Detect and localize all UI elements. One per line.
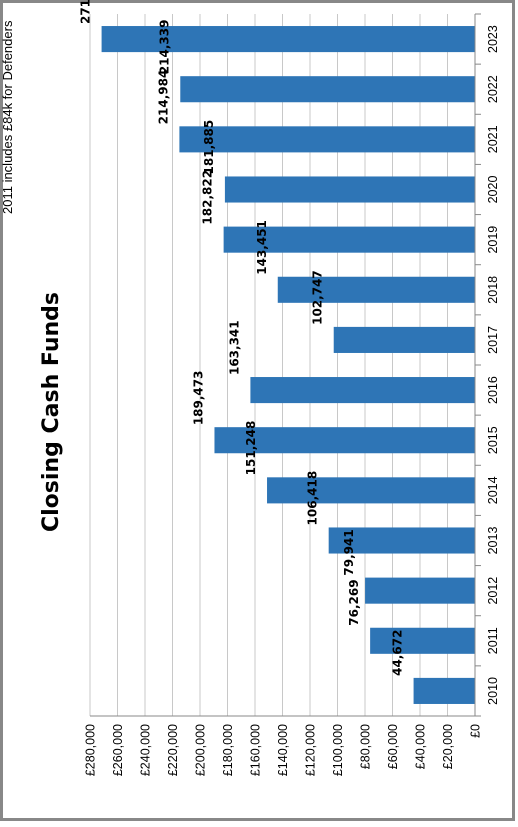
- category-label-2014: 2014: [486, 476, 500, 504]
- bar-2023: [101, 26, 475, 53]
- value-tick-label: £40,000: [414, 724, 428, 769]
- value-tick-label: £200,000: [194, 724, 208, 776]
- category-label-2012: 2012: [486, 577, 500, 605]
- category-label-2013: 2013: [486, 527, 500, 555]
- data-label-2011: 76,269: [347, 579, 361, 625]
- category-label-2023: 2023: [486, 25, 500, 53]
- bar-2021: [179, 126, 475, 153]
- category-label-2011: 2011: [486, 627, 500, 654]
- bar-2017: [333, 326, 475, 353]
- value-tick-label: £120,000: [304, 724, 318, 776]
- bar-2014: [267, 477, 475, 504]
- bar-2016: [250, 377, 475, 404]
- data-label-2020: 181,885: [202, 120, 216, 175]
- data-label-2017: 102,747: [311, 270, 325, 325]
- bar-2022: [180, 76, 475, 103]
- category-axis: 2010 2011 2012 2013 2014 2015 2016 2017 2018 2019…: [486, 25, 500, 705]
- bars: [101, 26, 476, 704]
- category-label-2018: 2018: [486, 276, 500, 304]
- value-labels: 44,672 76,269 79,941 106,418 151,248 189,473 1…: [79, 0, 405, 676]
- category-label-2019: 2019: [486, 226, 500, 254]
- category-label-2022: 2022: [486, 75, 500, 103]
- value-tick-label: £140,000: [276, 724, 290, 776]
- bar-2020: [224, 176, 475, 203]
- category-label-2020: 2020: [486, 176, 500, 204]
- value-tick-label: £280,000: [84, 724, 98, 776]
- value-tick-label: £180,000: [221, 724, 235, 776]
- value-axis: £0 £20,000 £40,000 £60,000 £80,000 £100,000 £1…: [84, 13, 483, 776]
- category-label-2016: 2016: [486, 376, 500, 404]
- category-label-2021: 2021: [486, 125, 500, 153]
- bar-2018: [277, 276, 475, 303]
- value-tick-label: £20,000: [441, 724, 455, 769]
- value-tick-label: £160,000: [249, 724, 263, 776]
- value-tick-label: £100,000: [331, 724, 345, 776]
- data-label-2016: 163,341: [227, 320, 241, 375]
- data-label-2012: 79,941: [342, 529, 356, 575]
- value-tick-label: £60,000: [386, 724, 400, 769]
- data-label-2023: 271,571: [79, 0, 93, 24]
- bar-2012: [365, 577, 475, 604]
- bar-2011: [370, 627, 475, 654]
- data-label-2022: 214,339: [157, 20, 171, 75]
- category-label-2015: 2015: [486, 426, 500, 454]
- data-label-2013: 106,418: [306, 471, 320, 526]
- chart-title: Closing Cash Funds: [39, 292, 64, 532]
- bar-2013: [328, 527, 475, 554]
- value-tick-label: £260,000: [111, 724, 125, 776]
- data-label-2015: 189,473: [191, 371, 205, 426]
- bar-2015: [214, 427, 476, 454]
- category-label-2017: 2017: [486, 326, 500, 354]
- value-tick-label: £0: [469, 724, 483, 738]
- data-label-2010: 44,672: [391, 630, 405, 676]
- value-tick-label: £220,000: [166, 724, 180, 776]
- data-label-2018: 143,451: [255, 220, 269, 275]
- value-tick-label: £240,000: [139, 724, 153, 776]
- bar-2019: [223, 226, 475, 253]
- data-label-2021: 214,984: [156, 70, 170, 125]
- bar-2010: [413, 677, 475, 704]
- value-tick-label: £80,000: [359, 724, 373, 769]
- data-label-2014: 151,248: [244, 421, 258, 476]
- chart-note: 2011 includes £84k for Defenders: [0, 20, 15, 214]
- category-label-2010: 2010: [486, 677, 500, 705]
- data-label-2019: 182,822: [201, 170, 215, 225]
